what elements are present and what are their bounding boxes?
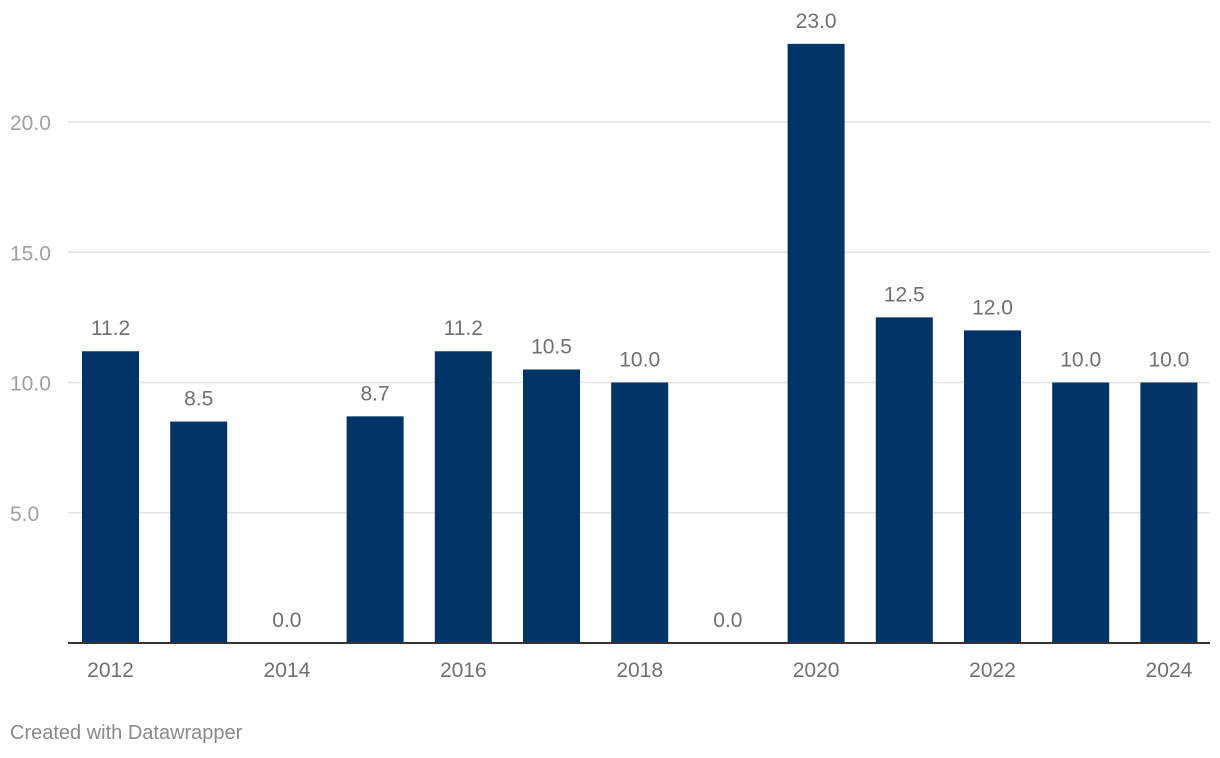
data-label-2017: 10.5 <box>531 335 572 358</box>
x-tick-label: 2012 <box>87 659 134 682</box>
x-tick-label: 2016 <box>440 659 487 682</box>
data-label-2022: 12.0 <box>972 296 1013 319</box>
bar-2012 <box>82 351 139 643</box>
y-tick-label: 5.0 <box>10 503 39 526</box>
bar-2023 <box>1052 382 1110 643</box>
bar-2016 <box>434 351 492 643</box>
bars <box>82 43 1198 644</box>
x-tick-label: 2014 <box>264 659 311 682</box>
data-label-2023: 10.0 <box>1060 349 1101 372</box>
bar-2020 <box>787 43 845 644</box>
y-tick-label: 15.0 <box>10 242 51 265</box>
x-tick-label: 2024 <box>1146 659 1193 682</box>
x-tick-label: 2022 <box>969 659 1016 682</box>
bar-2018 <box>611 382 669 643</box>
x-tick-label: 2020 <box>793 659 840 682</box>
data-label-2018: 10.0 <box>619 349 660 372</box>
data-labels: 11.2 8.5 0.0 8.7 11.2 10.5 10.0 0.0 23.0 12.5 12.0… <box>91 10 1190 632</box>
data-label-2024: 10.0 <box>1148 349 1189 372</box>
bar-2015 <box>346 416 404 643</box>
data-label-2012: 11.2 <box>91 317 130 340</box>
y-tick-label: 10.0 <box>10 373 51 396</box>
bar-2022 <box>964 330 1021 643</box>
data-label-2016: 11.2 <box>444 317 483 340</box>
data-label-2021: 12.5 <box>884 283 925 306</box>
x-tick-labels: 2012 2014 2016 2018 2020 2022 2024 <box>87 659 1192 682</box>
data-label-2019: 0.0 <box>713 609 742 632</box>
data-label-2013: 8.5 <box>184 388 213 411</box>
bar-2024 <box>1140 382 1198 643</box>
data-label-2015: 8.7 <box>360 382 389 405</box>
y-tick-label: 20.0 <box>10 112 51 135</box>
data-label-2020: 23.0 <box>796 10 837 33</box>
x-tick-label: 2018 <box>616 659 663 682</box>
data-label-2014: 0.0 <box>272 609 301 632</box>
footer-credit: Created with Datawrapper <box>10 722 243 744</box>
bar-2021 <box>875 317 933 643</box>
bar-chart: 5.0 10.0 15.0 20.0 11.2 8.5 0.0 8.7 11.2 10.5 10.… <box>10 10 1210 682</box>
bar-2017 <box>523 369 580 643</box>
bar-2013 <box>170 421 228 643</box>
